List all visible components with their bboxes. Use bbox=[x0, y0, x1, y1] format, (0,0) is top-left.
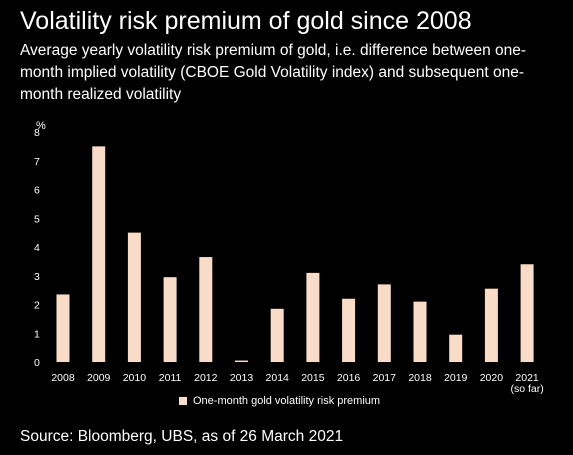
bar-2014 bbox=[270, 308, 284, 362]
x-tick-label-2020: 2020 bbox=[480, 372, 504, 384]
bar-2021 bbox=[520, 264, 534, 362]
y-axis: 0 1 2 3 4 5 6 7 8 bbox=[34, 127, 40, 369]
x-tick-label-2014: 2014 bbox=[266, 372, 290, 384]
x-tick-label-2009: 2009 bbox=[87, 372, 111, 384]
legend-swatch bbox=[179, 397, 187, 405]
x-tick-label-2021: 2021 bbox=[515, 372, 539, 384]
x-tick-label-2011: 2011 bbox=[159, 372, 182, 384]
x-tick-label-2010: 2010 bbox=[123, 372, 147, 384]
bar-2012 bbox=[199, 257, 213, 362]
x-tick-label-2008: 2008 bbox=[51, 372, 75, 384]
y-tick-label: 0 bbox=[34, 357, 40, 369]
chart-subtitle: Average yearly volatility risk premium o… bbox=[20, 42, 527, 103]
chart-title: Volatility risk premium of gold since 20… bbox=[20, 7, 472, 35]
source-note: Source: Bloomberg, UBS, as of 26 March 2… bbox=[20, 428, 344, 445]
bar-2010 bbox=[127, 232, 141, 362]
x-tick-sublabel: (so far) bbox=[510, 383, 543, 395]
legend-label: One-month gold volatility risk premium bbox=[193, 395, 381, 407]
y-tick-label: 3 bbox=[34, 271, 40, 283]
x-tick-label-2017: 2017 bbox=[373, 372, 397, 384]
y-tick-label: 8 bbox=[34, 127, 40, 139]
y-tick-label: 4 bbox=[34, 242, 40, 254]
y-tick-label: 2 bbox=[34, 300, 40, 312]
bar-2009 bbox=[92, 146, 106, 362]
bar-2019 bbox=[449, 334, 463, 362]
y-tick-label: 5 bbox=[34, 213, 40, 225]
y-tick-label: 1 bbox=[34, 328, 40, 340]
y-tick-label: 6 bbox=[34, 185, 40, 197]
x-tick-label-2016: 2016 bbox=[337, 372, 361, 384]
bar-2018 bbox=[413, 301, 427, 362]
x-tick-label-2012: 2012 bbox=[194, 372, 218, 384]
x-axis: 2008 2009 2010 2011 2012 2013 2014 2015 2016 2017… bbox=[51, 372, 543, 395]
bar-2013 bbox=[235, 360, 248, 362]
legend: One-month gold volatility risk premium bbox=[179, 395, 380, 407]
bar-2015 bbox=[306, 272, 320, 362]
x-tick-label-2018: 2018 bbox=[408, 372, 432, 384]
bar-2011 bbox=[163, 277, 177, 362]
y-axis-unit: % bbox=[36, 120, 46, 132]
bars-group bbox=[56, 146, 534, 362]
y-tick-label: 7 bbox=[34, 156, 40, 168]
bar-2020 bbox=[484, 288, 498, 362]
x-tick-label-2019: 2019 bbox=[444, 372, 468, 384]
bar-2016 bbox=[342, 298, 356, 362]
x-tick-label-2015: 2015 bbox=[301, 372, 325, 384]
bar-2008 bbox=[56, 294, 70, 362]
bar-2017 bbox=[377, 284, 391, 362]
x-tick-label-2013: 2013 bbox=[230, 372, 254, 384]
